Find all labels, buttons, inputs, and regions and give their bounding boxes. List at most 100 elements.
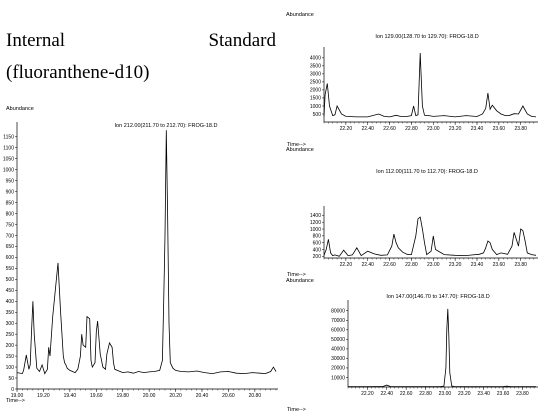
- y-tick-label: 60000: [331, 328, 345, 334]
- chart-title: Ion 212.00(211.70 to 212.70): FROG-18.D: [115, 123, 218, 129]
- y-tick-label: 4000: [310, 56, 321, 62]
- y-tick-label: 1400: [310, 213, 321, 219]
- y-tick-label: 850: [6, 200, 15, 206]
- y-tick-label: 500: [6, 277, 15, 283]
- chart-title: Ion 129.00(128.70 to 129.70): FROG-18.D: [375, 34, 478, 40]
- x-tick-label: 22.80: [419, 391, 432, 397]
- y-tick-label: 1150: [3, 135, 14, 141]
- y-tick-label: 950: [6, 178, 15, 184]
- x-axis-label: Time-->: [287, 407, 306, 413]
- y-tick-label: 1100: [3, 146, 14, 152]
- x-tick-label: 22.20: [361, 391, 374, 397]
- x-tick-label: 23.20: [458, 391, 471, 397]
- chart-title: Ion 112.00(111.70 to 112.70): FROG-18.D: [376, 169, 478, 175]
- series-line: [348, 308, 536, 388]
- x-tick-label: 22.80: [405, 126, 418, 132]
- y-tick-label: 600: [313, 240, 322, 246]
- x-tick-label: 19.20: [37, 393, 50, 399]
- y-tick-label: 450: [6, 288, 15, 294]
- x-tick-label: 23.40: [477, 391, 490, 397]
- y-tick-label: 1000: [310, 227, 321, 233]
- y-tick-label: 650: [6, 244, 15, 250]
- y-tick-label: 600: [6, 255, 15, 261]
- y-tick-label: 750: [6, 222, 15, 228]
- y-tick-label: 1200: [310, 220, 321, 226]
- heading-word-standard: Standard: [208, 30, 276, 51]
- y-tick-label: 1050: [3, 157, 14, 163]
- x-tick-label: 22.40: [361, 262, 374, 268]
- y-tick-label: 250: [6, 332, 15, 338]
- y-tick-label: 50: [8, 376, 14, 382]
- y-tick-label: 400: [313, 247, 322, 253]
- y-tick-label: 1500: [310, 96, 321, 102]
- y-tick-label: 1000: [3, 167, 14, 173]
- x-tick-label: 20.20: [169, 393, 182, 399]
- x-tick-label: 19.00: [11, 393, 24, 399]
- y-tick-label: 400: [6, 299, 15, 305]
- y-tick-label: 30000: [331, 356, 345, 362]
- y-tick-label: 150: [6, 354, 15, 360]
- x-tick-label: 23.60: [497, 391, 510, 397]
- y-tick-label: 1000: [310, 104, 321, 110]
- x-tick-label: 22.60: [383, 126, 396, 132]
- y-axis-label: Abundance: [286, 278, 314, 284]
- x-tick-label: 23.40: [471, 262, 484, 268]
- x-tick-label: 22.40: [361, 126, 374, 132]
- x-tick-label: 20.80: [249, 393, 262, 399]
- x-tick-label: 19.80: [116, 393, 129, 399]
- y-tick-label: 10000: [331, 375, 345, 381]
- y-tick-label: 2500: [310, 80, 321, 86]
- x-tick-label: 23.60: [493, 126, 506, 132]
- y-tick-label: 50000: [331, 337, 345, 343]
- x-tick-label: 22.40: [381, 391, 394, 397]
- heading-word-internal: Internal: [6, 30, 66, 51]
- x-tick-label: 23.00: [427, 126, 440, 132]
- y-tick-label: 200: [313, 254, 322, 260]
- y-tick-label: 0: [11, 387, 14, 393]
- y-tick-label: 40000: [331, 347, 345, 353]
- heading-line-1: Internal Standard: [6, 30, 276, 52]
- x-tick-label: 23.40: [471, 126, 484, 132]
- x-tick-label: 22.60: [383, 262, 396, 268]
- x-tick-label: 19.60: [90, 393, 103, 399]
- x-tick-label: 20.40: [196, 393, 209, 399]
- chart-title: Ion 147.00(146.70 to 147.70): FROG-18.D: [386, 294, 489, 300]
- y-tick-label: 200: [6, 343, 15, 349]
- x-tick-label: 23.00: [439, 391, 452, 397]
- y-tick-label: 700: [6, 233, 15, 239]
- y-tick-label: 300: [6, 321, 15, 327]
- x-tick-label: 20.00: [143, 393, 156, 399]
- x-tick-label: 23.80: [514, 262, 527, 268]
- y-tick-label: 3500: [310, 64, 321, 70]
- x-axis-label: Time-->: [6, 398, 25, 404]
- y-tick-label: 80000: [331, 309, 345, 315]
- x-tick-label: 22.60: [400, 391, 413, 397]
- y-tick-label: 2000: [310, 88, 321, 94]
- x-axis-label: Time-->: [287, 142, 306, 148]
- y-axis-label: Abundance: [6, 106, 34, 112]
- x-tick-label: 23.60: [493, 262, 506, 268]
- heading-line-2: (fluoranthene-d10): [6, 62, 150, 83]
- y-tick-label: 800: [6, 211, 15, 217]
- y-tick-label: 500: [313, 112, 322, 118]
- y-axis-label: Abundance: [286, 147, 314, 153]
- series-line: [323, 52, 537, 118]
- x-tick-label: 23.00: [427, 262, 440, 268]
- y-tick-label: 900: [6, 189, 15, 195]
- y-tick-label: 350: [6, 310, 15, 316]
- y-tick-label: 20000: [331, 366, 345, 372]
- y-tick-label: 100: [6, 365, 15, 371]
- x-tick-label: 20.60: [222, 393, 235, 399]
- x-tick-label: 23.80: [514, 126, 527, 132]
- x-tick-label: 22.80: [405, 262, 418, 268]
- series-line: [16, 130, 277, 375]
- x-tick-label: 23.80: [516, 391, 529, 397]
- y-tick-label: 3000: [310, 72, 321, 78]
- x-tick-label: 23.20: [449, 126, 462, 132]
- y-tick-label: 800: [313, 234, 322, 240]
- x-axis-label: Time-->: [287, 272, 306, 278]
- x-tick-label: 23.20: [449, 262, 462, 268]
- x-tick-label: 19.40: [64, 393, 77, 399]
- x-tick-label: 22.20: [340, 126, 353, 132]
